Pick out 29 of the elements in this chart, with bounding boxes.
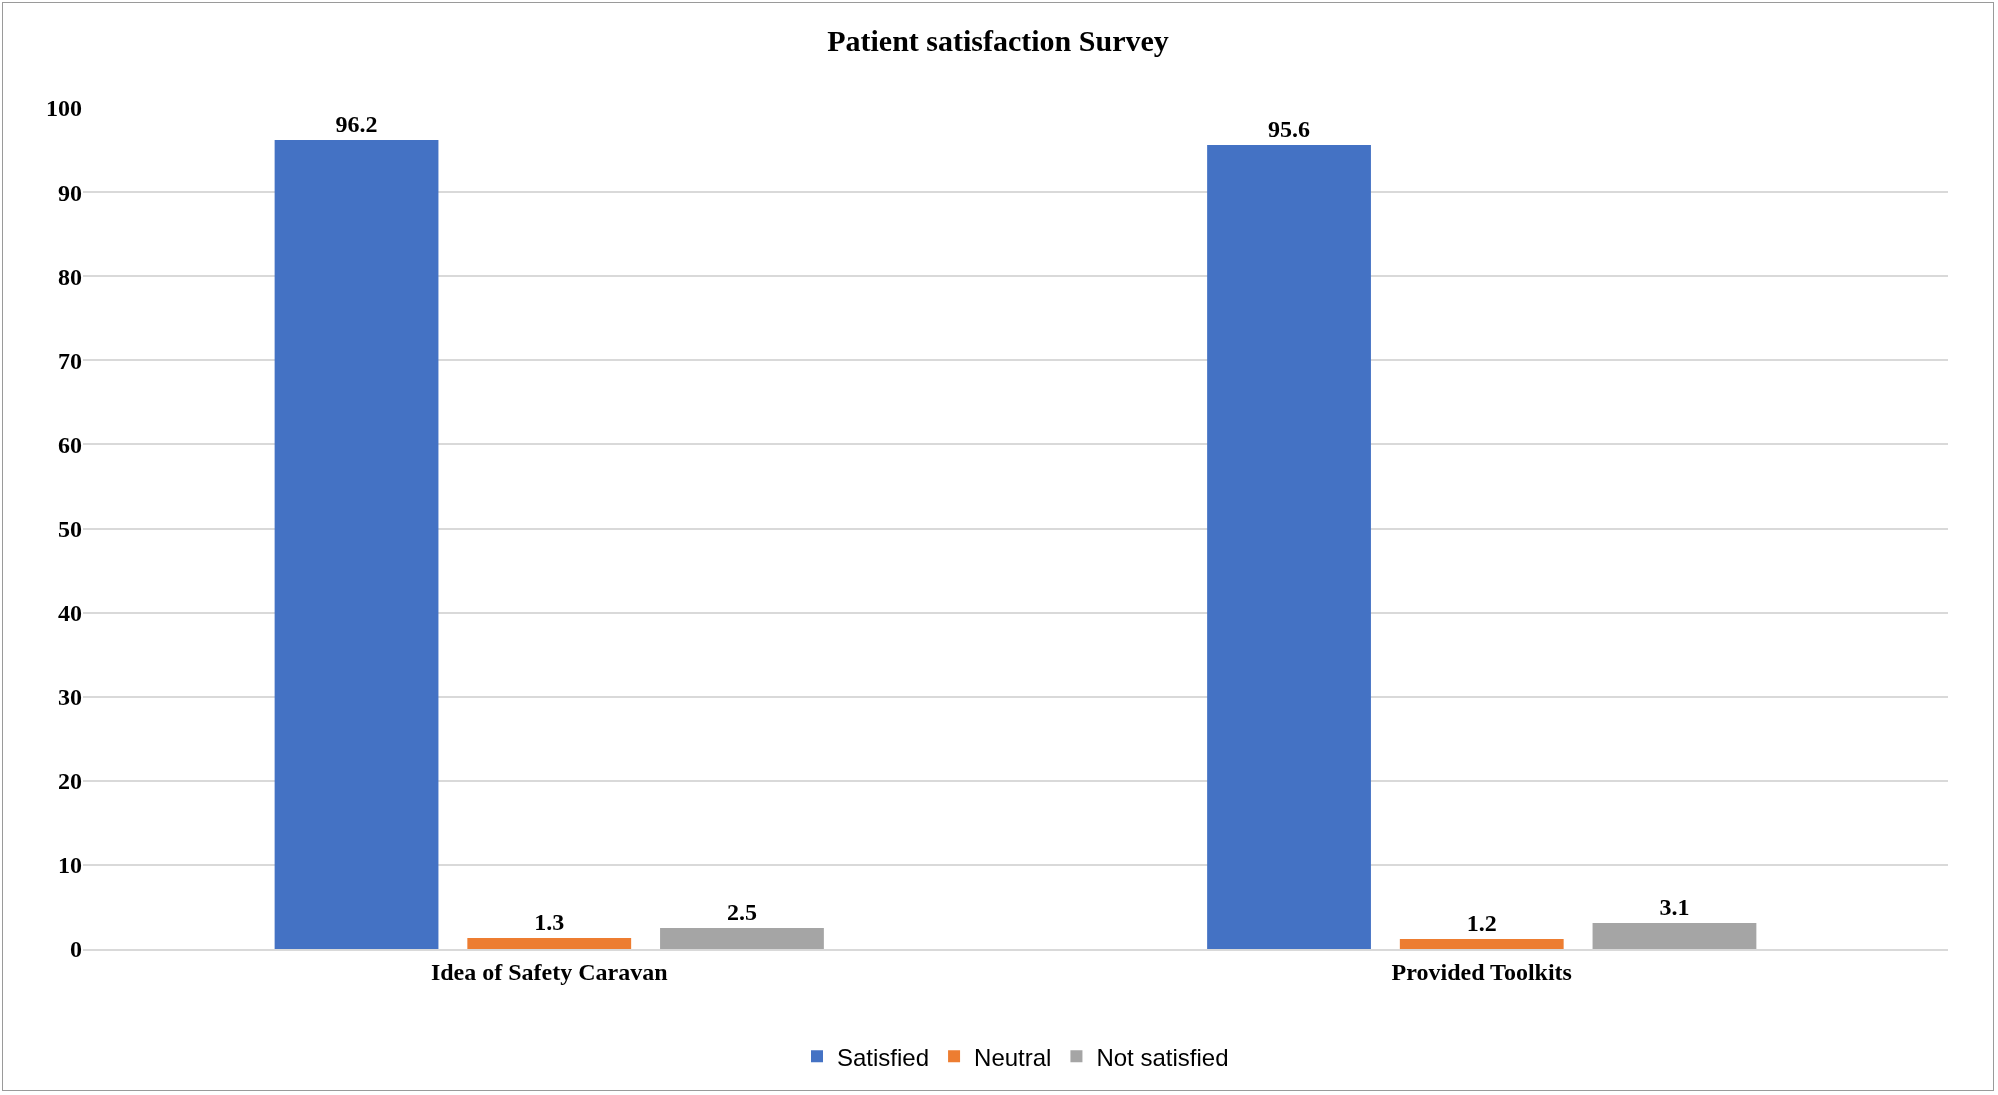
data-label: 96.2 — [335, 110, 378, 137]
x-tick-label: Provided Toolkits — [1391, 958, 1572, 985]
bar — [467, 938, 632, 949]
y-tick-label: 0 — [70, 936, 82, 963]
bar — [1207, 145, 1371, 949]
data-label: 2.5 — [726, 898, 757, 925]
y-tick-label: 70 — [58, 347, 82, 374]
y-tick-label: 40 — [58, 600, 82, 626]
y-tick-label: 90 — [58, 179, 82, 206]
legend-label: Neutral — [974, 1043, 1052, 1071]
data-label: 3.1 — [1659, 893, 1690, 920]
y-tick-label: 10 — [58, 852, 82, 879]
y-tick-label: 80 — [58, 263, 82, 290]
y-tick-label: 60 — [58, 431, 82, 458]
legend-label: Not satisfied — [1096, 1043, 1229, 1071]
data-label: 1.2 — [1466, 909, 1497, 936]
bar — [1592, 922, 1757, 949]
bar — [1399, 938, 1564, 949]
legend-label: Satisfied — [837, 1043, 930, 1071]
x-tick-label: Idea of Safety Caravan — [430, 958, 668, 985]
y-tick-label: 30 — [58, 684, 82, 711]
bar — [274, 139, 439, 949]
chart-title: Patient satisfaction Survey — [827, 24, 1169, 58]
y-tick-label: 50 — [58, 515, 82, 542]
data-label: 95.6 — [1268, 116, 1311, 142]
y-tick-label: 100 — [46, 95, 82, 122]
y-tick-label: 20 — [58, 768, 82, 795]
bar — [660, 927, 824, 949]
data-label: 1.3 — [534, 909, 565, 936]
